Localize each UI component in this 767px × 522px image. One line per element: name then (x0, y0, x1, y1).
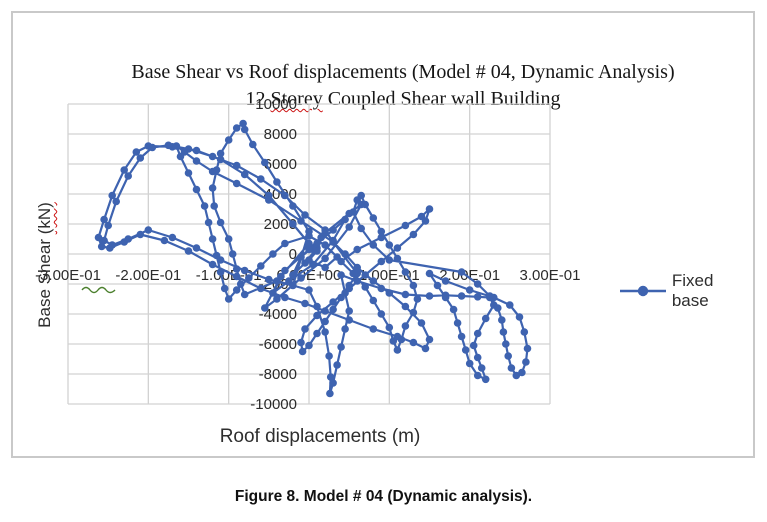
legend: Fixed base (619, 271, 753, 311)
legend-marker-icon (620, 285, 666, 297)
y-tick-label: 0 (289, 246, 297, 263)
chart-frame: Base Shear vs Roof displacements (Model … (11, 11, 755, 458)
y-tick-label: -6000 (259, 336, 297, 353)
caption-text: Model # 04 (Dynamic analysis). (299, 488, 533, 505)
figure-caption: Figure 8. Model # 04 (Dynamic analysis). (0, 488, 767, 506)
x-tick-label: -2.00E-01 (115, 267, 181, 284)
x-tick-label: -3.00E-01 (35, 267, 101, 284)
caption-number: Figure 8. (234, 488, 300, 505)
y-tick-label: 10000 (255, 96, 297, 113)
y-tick-label: 6000 (264, 156, 297, 173)
grammar-squiggle (81, 286, 116, 294)
plot-area: 1000080006000400020000-2000-4000-6000-80… (35, 96, 581, 413)
x-axis-title: Roof displacements (m) (219, 426, 421, 447)
legend-label: Fixed base (671, 271, 714, 310)
y-tick-label: -10000 (250, 396, 297, 413)
y-tick-label: 8000 (264, 126, 297, 143)
y-tick-label: -4000 (259, 306, 297, 323)
chart-title-line1: Base Shear vs Roof displacements (Model … (131, 61, 675, 83)
x-tick-label: 3.00E-01 (520, 267, 581, 284)
data-series-fixed-base (94, 119, 532, 398)
y-tick-label: -8000 (259, 366, 297, 383)
